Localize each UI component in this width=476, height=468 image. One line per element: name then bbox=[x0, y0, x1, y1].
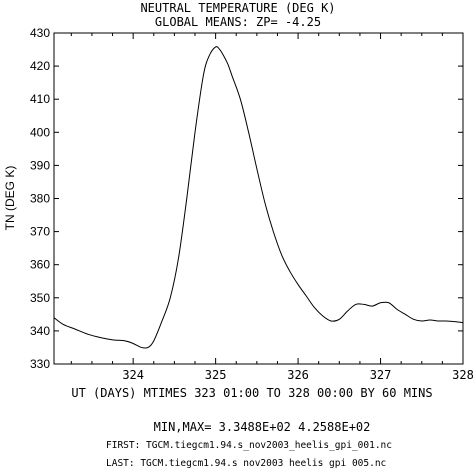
y-axis: 330 340 350 360 370 380 390 400 410 420 430 bbox=[30, 26, 463, 371]
y-tick-label-350: 350 bbox=[30, 291, 50, 305]
x-tick-label-324: 324 bbox=[122, 368, 144, 382]
chart-subtitle: GLOBAL MEANS: ZP= -4.25 bbox=[155, 15, 321, 29]
x-tick-label-328: 328 bbox=[452, 368, 474, 382]
y-tick-label-390: 390 bbox=[30, 158, 50, 172]
y-tick-label-370: 370 bbox=[30, 225, 50, 239]
y-tick-label-380: 380 bbox=[30, 192, 50, 206]
y-tick-label-400: 400 bbox=[30, 125, 50, 139]
min-max-readout: MIN,MAX= 3.3488E+02 4.2588E+02 bbox=[154, 420, 371, 434]
x-axis-label: UT (DAYS) MTIMES 323 01:00 TO 328 00:00 … bbox=[71, 386, 432, 400]
y-tick-label-410: 410 bbox=[30, 92, 50, 106]
x-tick-label-327: 327 bbox=[370, 368, 392, 382]
last-file-label: LAST: TGCM.tiegcm1.94.s_nov2003_heelis_g… bbox=[106, 458, 386, 468]
series-layer bbox=[53, 46, 464, 349]
x-tick-label-326: 326 bbox=[287, 368, 309, 382]
x-tick-label-325: 325 bbox=[205, 368, 227, 382]
first-file-label: FIRST: TGCM.tiegcm1.94.s_nov2003_heelis_… bbox=[106, 440, 392, 451]
y-tick-label-330: 330 bbox=[30, 357, 50, 371]
plot-frame bbox=[53, 32, 464, 365]
y-axis-label: TN (DEG K) bbox=[3, 166, 17, 231]
series-line-0 bbox=[53, 46, 464, 349]
x-axis: 324 325 326 327 328 bbox=[70, 33, 474, 382]
y-tick-label-340: 340 bbox=[30, 324, 50, 338]
chart-title: NEUTRAL TEMPERATURE (DEG K) bbox=[140, 1, 335, 15]
y-tick-label-360: 360 bbox=[30, 258, 50, 272]
y-tick-label-430: 430 bbox=[30, 26, 50, 40]
y-tick-label-420: 420 bbox=[30, 59, 50, 73]
